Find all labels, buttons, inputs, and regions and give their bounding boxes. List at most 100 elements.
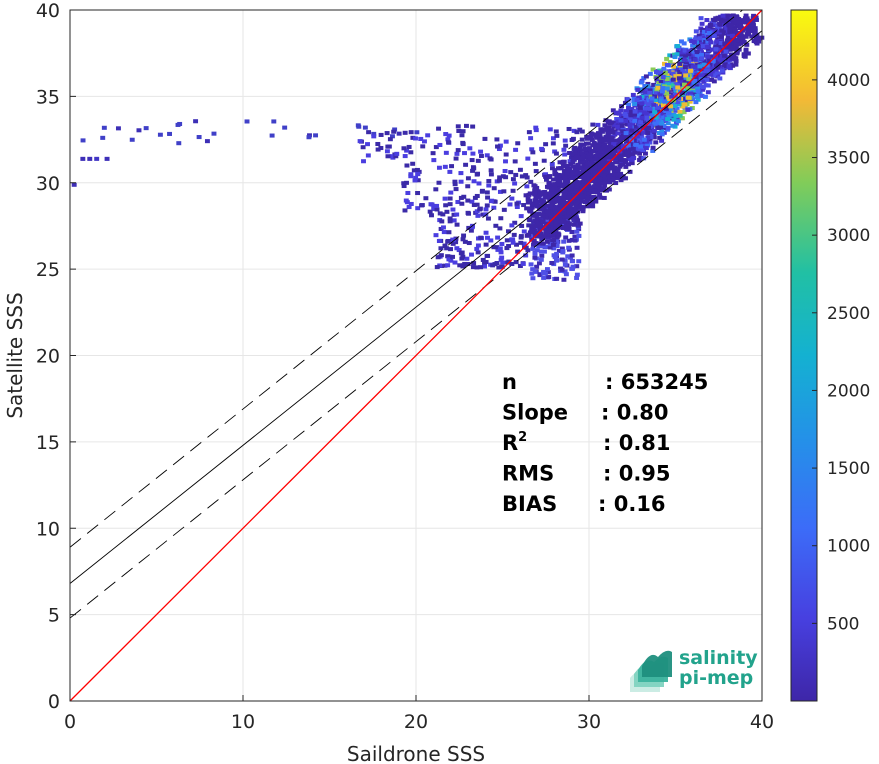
- density-cell: [375, 141, 381, 147]
- density-cell: [582, 189, 588, 194]
- density-cell: [558, 175, 564, 180]
- density-cell: [629, 161, 635, 166]
- density-cell: [499, 241, 505, 246]
- density-cell: [684, 102, 690, 107]
- density-cell: [568, 214, 574, 219]
- density-cell: [571, 218, 577, 223]
- density-cell: [715, 37, 721, 42]
- density-cell: [577, 221, 583, 226]
- density-cell: [702, 72, 708, 77]
- density-cell: [474, 172, 480, 177]
- density-cell: [745, 29, 751, 34]
- density-cell: [679, 50, 685, 55]
- density-cell: [679, 116, 685, 121]
- density-cell: [629, 107, 635, 112]
- density-cell: [693, 100, 699, 105]
- density-cell: [603, 151, 609, 156]
- density-cell: [642, 123, 648, 128]
- density-cell: [590, 162, 596, 167]
- density-cell: [497, 226, 503, 231]
- density-cell: [709, 47, 715, 52]
- density-cell: [634, 97, 640, 103]
- density-cell: [664, 62, 670, 68]
- density-cell: [474, 193, 480, 199]
- density-cell: [701, 79, 707, 84]
- density-cell: [573, 203, 579, 208]
- density-cell: [666, 110, 672, 115]
- density-cell: [196, 135, 202, 140]
- density-cell: [732, 27, 738, 32]
- density-cell: [709, 77, 715, 82]
- density-cell: [713, 47, 719, 52]
- density-cell: [674, 67, 680, 72]
- density-cell: [581, 167, 586, 172]
- density-cell: [567, 150, 572, 156]
- density-cell: [738, 39, 744, 44]
- density-cell: [689, 88, 695, 93]
- density-cell: [692, 88, 697, 93]
- density-cell: [573, 179, 579, 185]
- density-cell: [592, 172, 598, 177]
- density-cell: [357, 139, 363, 144]
- density-cell: [574, 275, 580, 280]
- density-cell: [590, 143, 596, 148]
- density-cell: [498, 250, 504, 255]
- density-cell: [685, 59, 691, 64]
- density-cell: [627, 126, 633, 131]
- density-cell: [670, 71, 676, 76]
- density-cell: [566, 191, 572, 196]
- density-cell: [682, 102, 688, 107]
- stat-superscript: 2: [518, 430, 527, 445]
- density-cell: [499, 264, 505, 269]
- density-cell: [445, 238, 451, 244]
- density-cell: [470, 168, 476, 173]
- y-tick-label: 20: [36, 346, 60, 368]
- density-cell: [565, 168, 571, 173]
- density-cell: [533, 125, 539, 130]
- density-cell: [480, 212, 486, 217]
- density-cell: [597, 166, 603, 171]
- density-cell: [643, 151, 648, 156]
- density-cell: [80, 156, 86, 161]
- density-cell: [685, 95, 691, 100]
- density-cell: [711, 22, 717, 28]
- density-cell: [634, 134, 640, 139]
- salinity-pi-mep-logo: salinity pi-mep: [630, 647, 758, 692]
- density-cell: [447, 216, 453, 221]
- density-cell: [569, 183, 575, 188]
- density-cell: [673, 80, 679, 85]
- density-cell: [562, 192, 568, 197]
- density-cell: [544, 267, 550, 272]
- density-cell: [533, 230, 539, 235]
- density-cell: [602, 163, 608, 168]
- density-cell: [721, 18, 727, 23]
- density-cell: [608, 136, 614, 141]
- density-cell: [454, 212, 460, 217]
- density-cell: [560, 164, 566, 169]
- density-cell: [639, 115, 645, 120]
- density-cell: [471, 166, 477, 171]
- density-cell: [749, 20, 755, 25]
- density-cell: [469, 252, 474, 257]
- density-cell: [444, 246, 450, 251]
- density-cell: [705, 77, 710, 82]
- density-cell: [607, 180, 613, 185]
- logo-text-line1: salinity: [679, 647, 758, 669]
- density-cell: [564, 214, 570, 219]
- density-cell: [733, 41, 739, 46]
- density-cell: [504, 246, 510, 251]
- density-cell: [552, 231, 558, 236]
- density-cell: [539, 146, 545, 151]
- density-cell: [568, 162, 574, 167]
- density-cell: [485, 195, 491, 200]
- density-cell: [720, 57, 726, 62]
- density-cell: [730, 17, 736, 22]
- density-cell: [515, 141, 521, 146]
- density-cell: [659, 132, 665, 137]
- density-cell: [573, 206, 579, 211]
- density-cell: [689, 39, 695, 44]
- density-cell: [619, 123, 625, 128]
- regression-lower-bound: [69, 64, 763, 619]
- density-cell: [623, 131, 629, 136]
- density-cell: [538, 231, 544, 236]
